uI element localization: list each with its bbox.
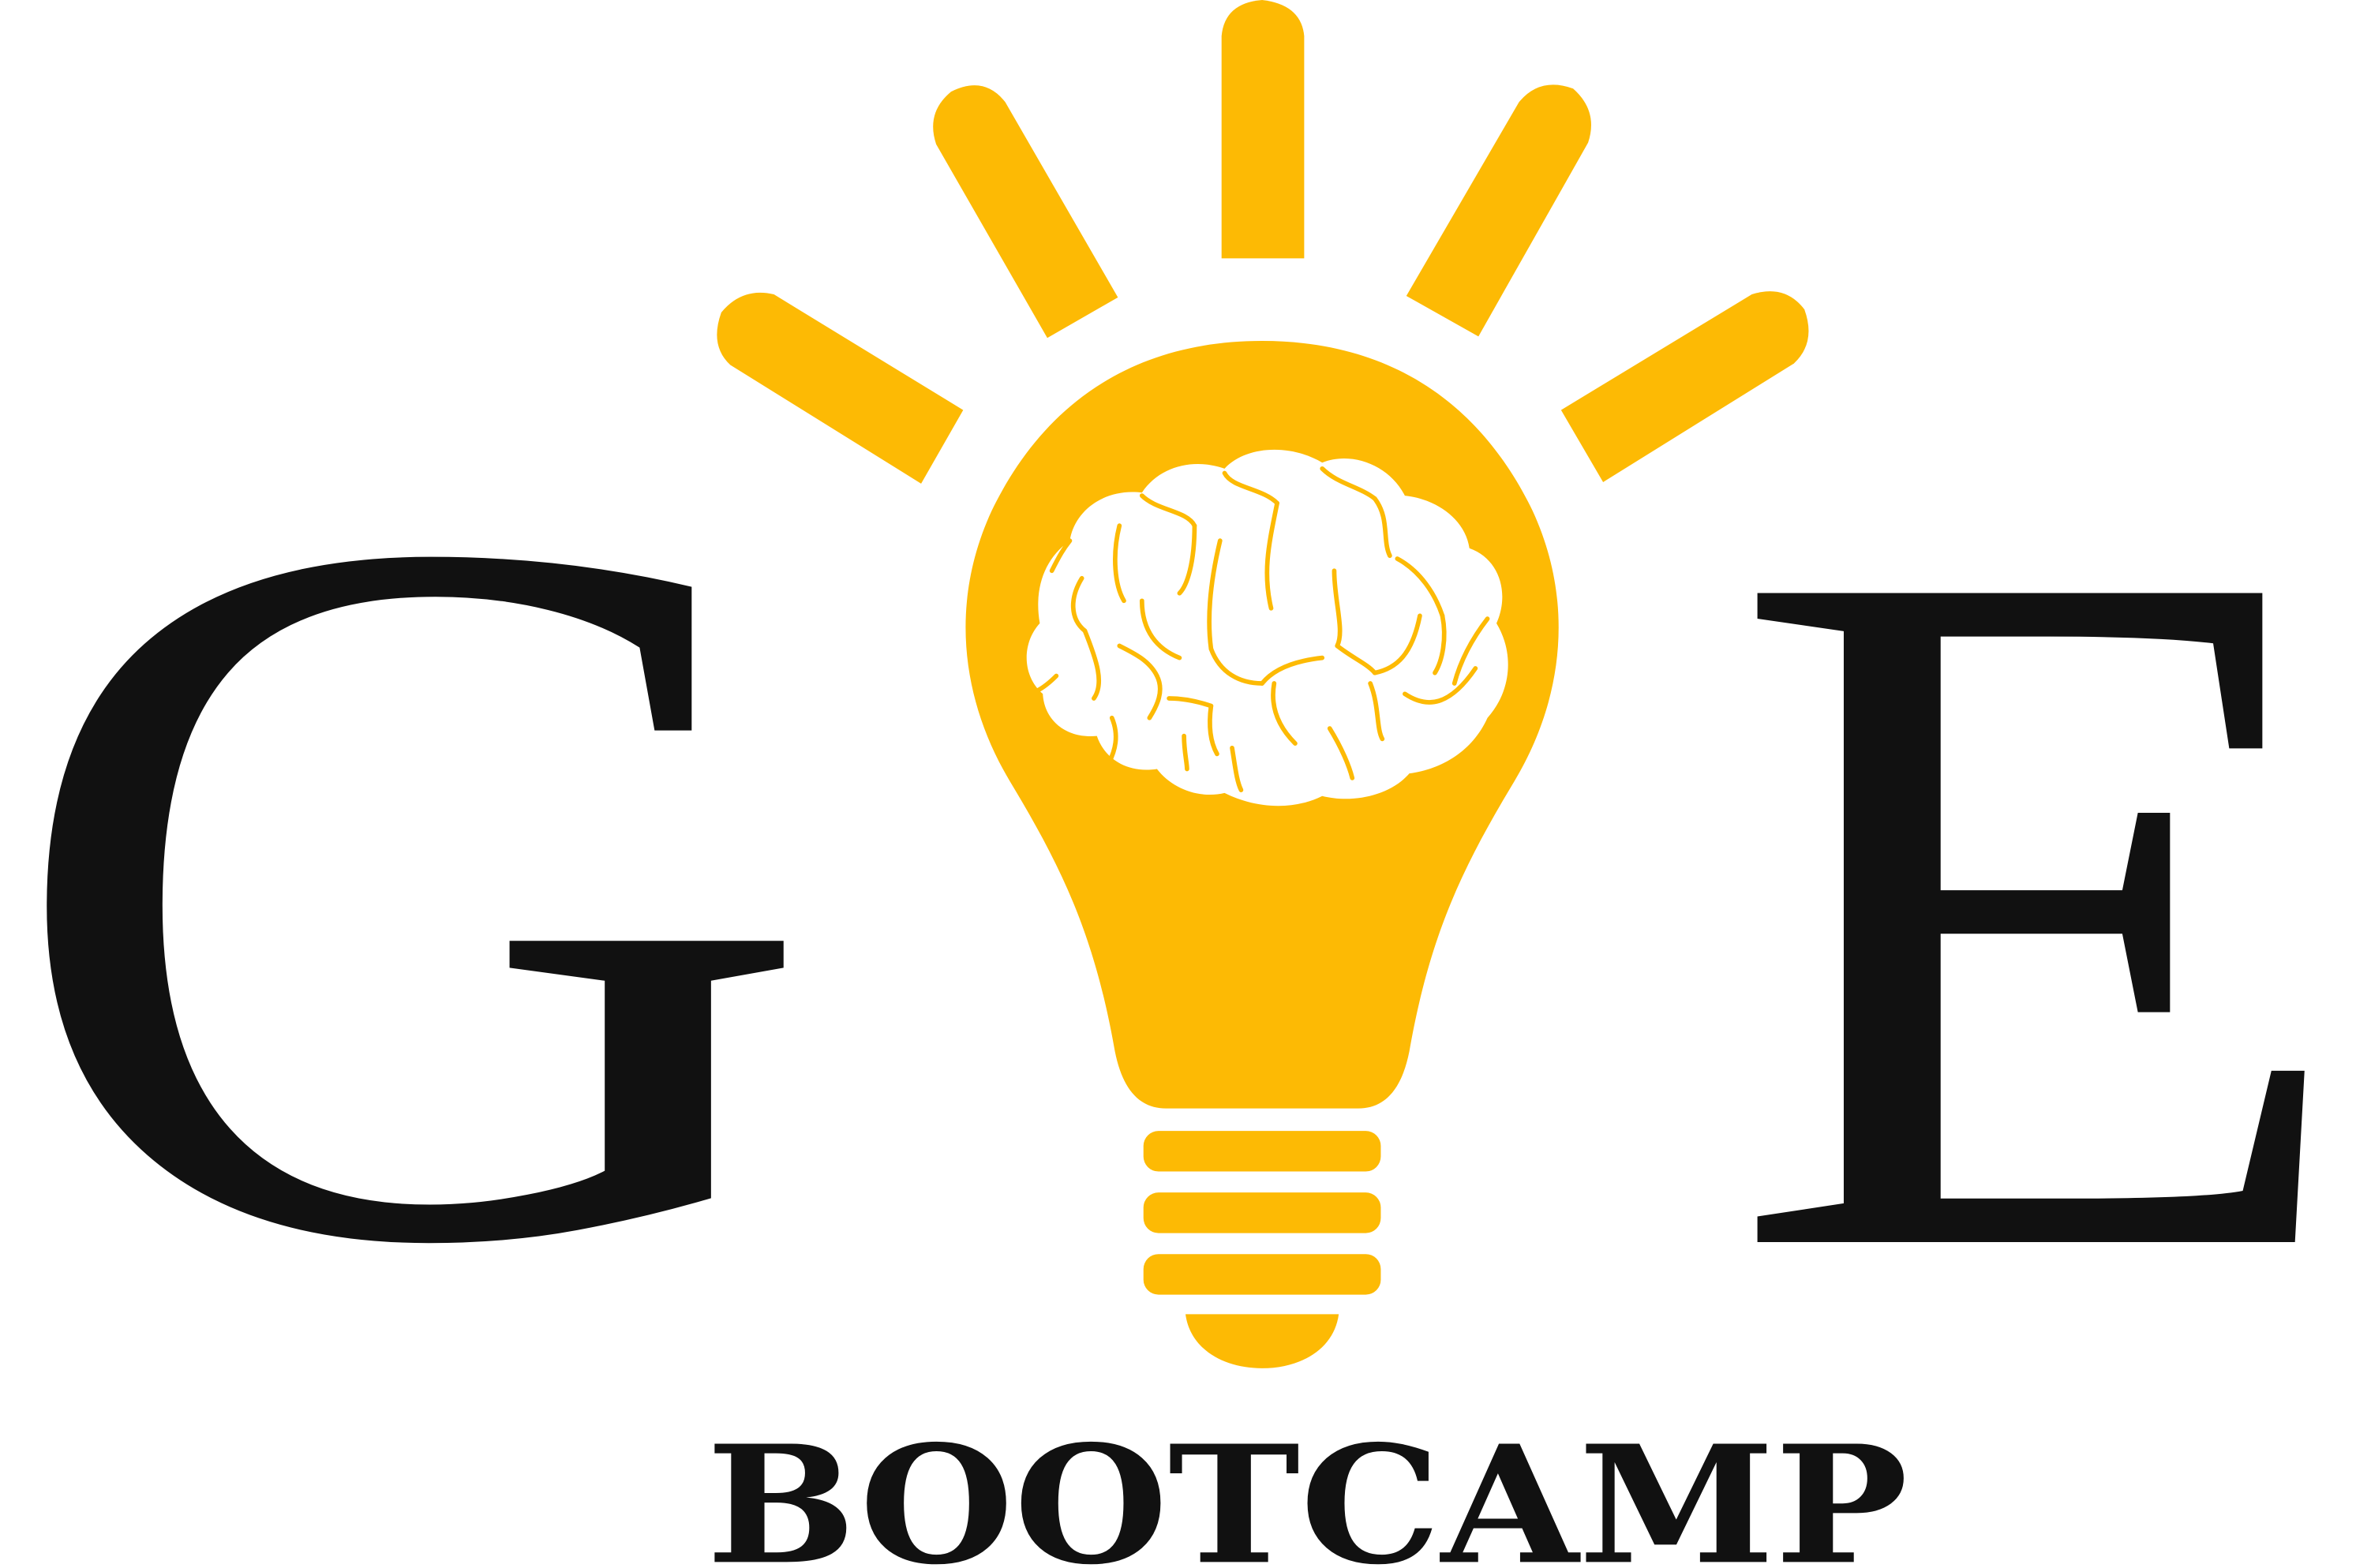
brain-icon: [1026, 449, 1508, 806]
tagline-bootcamp: BOOTCAMP: [706, 1410, 1908, 1568]
light-ray-right-lower: [1560, 291, 1809, 482]
bulb-base-ring-2: [1143, 1192, 1381, 1233]
logo-letter-e: E: [1728, 359, 2356, 1457]
light-ray-center: [1221, 0, 1305, 259]
light-rays: [717, 0, 1809, 484]
brain-folds: [1034, 466, 1490, 792]
logo-letter-g: G: [0, 324, 818, 1454]
light-ray-left-lower: [717, 292, 964, 484]
light-ray-right-upper: [1406, 84, 1591, 337]
light-ray-left-upper: [933, 85, 1118, 339]
bulb-base-ring-3: [1143, 1254, 1381, 1295]
bulb-tip: [1185, 1314, 1339, 1368]
bulb-base-ring-1: [1143, 1131, 1381, 1172]
